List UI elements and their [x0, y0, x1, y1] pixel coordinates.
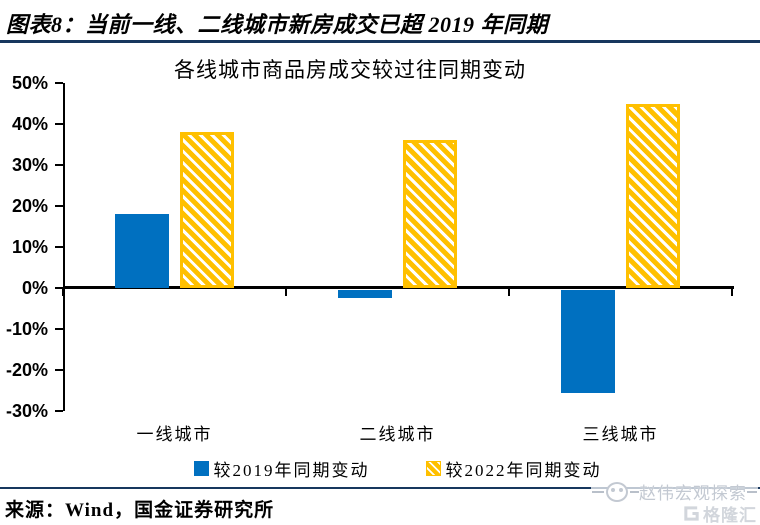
- y-axis-tick: [55, 82, 63, 84]
- top-divider-line: [0, 40, 760, 43]
- figure-title: 图表8：当前一线、二线城市新房成交已超 2019 年同期: [6, 12, 549, 37]
- y-axis-tick: [55, 123, 63, 125]
- y-axis-line: [63, 83, 65, 411]
- legend-swatch-blue-icon: [193, 461, 209, 476]
- legend-label-2022: 较2022年同期变动: [445, 461, 602, 480]
- x-axis-tick: [62, 289, 64, 296]
- y-axis-tick: [55, 205, 63, 207]
- y-axis-tick-label: 50%: [11, 73, 48, 93]
- watermark: 赵伟宏观探索 格隆汇: [565, 477, 760, 525]
- x-axis-tick: [285, 289, 287, 296]
- gelonghui-g-icon: [684, 506, 699, 521]
- bar-solid-一线城市: [115, 214, 169, 288]
- gelonghui-logo-text: 格隆汇: [703, 506, 757, 525]
- y-axis-tick-label: 10%: [11, 237, 48, 257]
- category-label-一线城市: 一线城市: [136, 425, 213, 444]
- x-axis-tick: [508, 289, 510, 296]
- legend-swatch-gold-icon: [425, 461, 441, 476]
- legend-item-2022: 较2022年同期变动: [425, 456, 602, 481]
- y-axis-tick: [55, 369, 63, 371]
- y-axis-tick: [55, 164, 63, 166]
- bar-solid-二线城市: [338, 290, 392, 299]
- panda-face-icon: [606, 481, 628, 502]
- category-label-三线城市: 三线城市: [582, 425, 659, 444]
- bottom-divider-line: [0, 487, 760, 489]
- y-axis-tick-label: 20%: [11, 196, 48, 216]
- y-axis-tick: [55, 410, 63, 412]
- watermark-text: 赵伟宏观探索: [639, 484, 747, 503]
- y-axis-tick-label: 30%: [11, 155, 48, 175]
- bar-hatched-三线城市: [626, 103, 680, 288]
- watermark-dash-left: [592, 490, 604, 493]
- y-axis-tick-label: -30%: [5, 401, 48, 421]
- y-axis-tick-label: -20%: [5, 360, 48, 380]
- y-axis-tick-label: -10%: [5, 319, 48, 339]
- y-axis-tick: [55, 246, 63, 248]
- watermark-row: 赵伟宏观探索: [591, 479, 758, 504]
- gelonghui-logo: 格隆汇: [683, 501, 757, 525]
- legend-item-2019: 较2019年同期变动: [193, 456, 370, 481]
- x-axis-tick: [731, 289, 733, 296]
- bar-hatched-一线城市: [180, 132, 234, 288]
- legend-label-2019: 较2019年同期变动: [213, 461, 370, 480]
- legend: 较2019年同期变动 较2022年同期变动: [63, 456, 732, 481]
- source-text: 来源：Wind，国金证券研究所: [5, 500, 275, 521]
- watermark-dash-right: [747, 490, 757, 493]
- y-axis-tick-label: 0%: [21, 278, 48, 298]
- y-axis-tick: [55, 328, 63, 330]
- x-axis-line: [63, 286, 734, 289]
- bar-hatched-二线城市: [403, 140, 457, 288]
- category-label-二线城市: 二线城市: [359, 425, 436, 444]
- chart-title: 各线城市商品房成交较过往同期变动: [174, 58, 526, 82]
- y-axis-tick: [55, 287, 63, 289]
- watermark-dash-mid: [630, 490, 639, 493]
- y-axis-tick-label: 40%: [11, 114, 48, 134]
- bar-solid-三线城市: [561, 290, 615, 393]
